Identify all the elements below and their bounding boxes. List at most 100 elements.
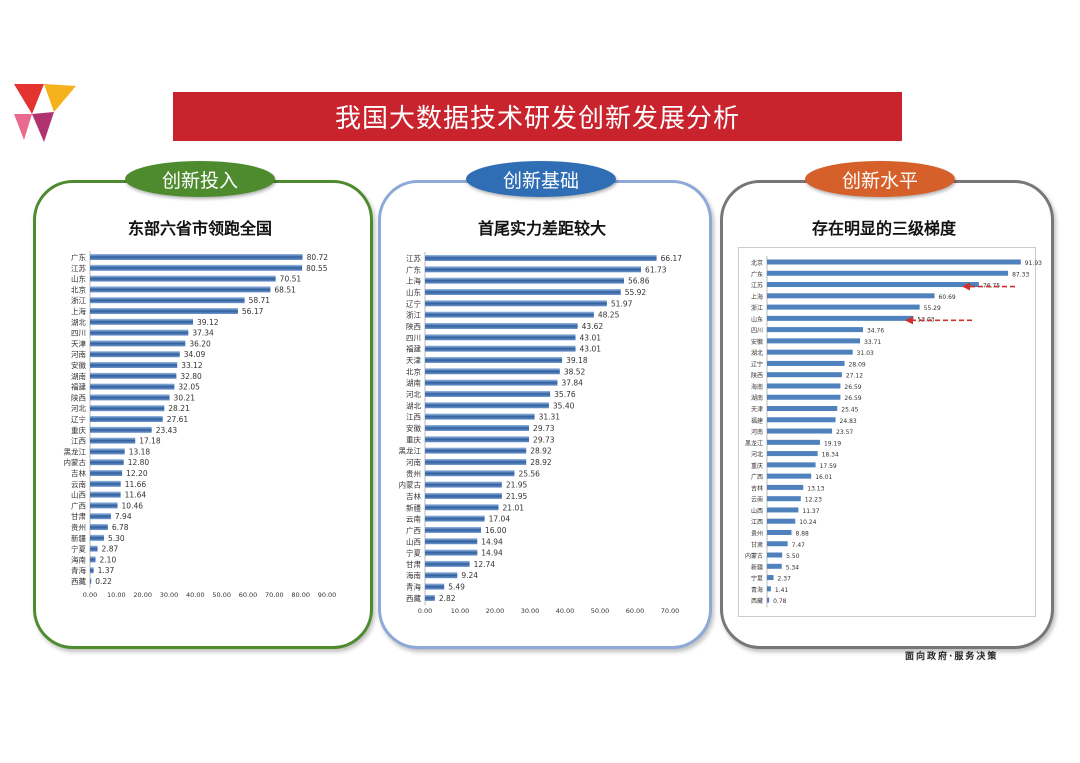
value-label: 25.45	[841, 407, 858, 414]
category-label: 安徽	[71, 360, 86, 370]
value-label: 28.09	[849, 361, 866, 368]
bar	[767, 259, 1021, 265]
bar	[767, 552, 783, 558]
x-tick-label: 70.00	[265, 591, 284, 599]
bar	[425, 379, 558, 386]
bar	[90, 524, 108, 530]
bar	[90, 437, 136, 444]
bar	[425, 266, 642, 273]
bar	[90, 372, 177, 379]
category-label: 云南	[751, 496, 763, 504]
bar	[90, 362, 178, 368]
category-label: 甘肃	[71, 511, 86, 521]
bar	[90, 394, 170, 401]
value-label: 43.62	[582, 322, 604, 331]
bar	[767, 372, 842, 378]
value-label: 37.34	[192, 329, 214, 338]
category-label: 河北	[406, 390, 421, 399]
value-label: 11.66	[125, 480, 147, 489]
value-label: 23.57	[836, 429, 853, 436]
value-label: 14.94	[481, 537, 503, 546]
category-label: 吉林	[71, 468, 86, 478]
category-label: 山西	[751, 507, 763, 515]
category-label: 湖北	[71, 318, 86, 327]
category-label: 内蒙古	[745, 552, 763, 560]
category-label: 黑龙江	[64, 446, 87, 456]
value-label: 48.25	[598, 311, 620, 320]
category-label: 山东	[751, 315, 763, 323]
value-label: 35.40	[553, 401, 575, 410]
x-tick-label: 90.00	[318, 591, 337, 599]
category-label: 江苏	[751, 282, 763, 290]
footer-slogan: 面向政府·服务决策	[905, 652, 999, 662]
value-label: 17.59	[820, 463, 837, 470]
pill-innovation-base: 创新基础	[466, 161, 616, 197]
x-tick-label: 10.00	[107, 591, 126, 599]
bar	[90, 297, 245, 304]
bar	[90, 275, 276, 282]
category-label: 江西	[71, 437, 86, 446]
bar	[425, 322, 578, 329]
x-tick-label: 0.00	[418, 607, 432, 615]
value-label: 18.34	[822, 452, 839, 459]
value-label: 2.87	[102, 545, 119, 554]
value-label: 26.59	[844, 395, 861, 402]
page-title: 我国大数据技术研发创新发展分析	[173, 92, 902, 141]
bar	[425, 526, 481, 533]
value-label: 80.72	[307, 253, 329, 262]
bar	[425, 538, 478, 545]
value-label: 39.18	[566, 356, 588, 365]
value-label: 2.10	[100, 555, 117, 564]
value-label: 76.75	[983, 283, 1000, 290]
category-label: 重庆	[71, 425, 86, 435]
value-label: 7.47	[792, 542, 806, 549]
category-label: 河南	[71, 349, 86, 359]
bar	[90, 340, 186, 347]
category-label: 浙江	[406, 310, 421, 320]
value-label: 39.12	[197, 318, 219, 327]
category-label: 四川	[71, 329, 86, 338]
category-label: 辽宁	[751, 360, 763, 368]
category-label: 浙江	[71, 295, 86, 305]
category-label: 四川	[751, 328, 763, 335]
value-label: 5.50	[786, 553, 800, 560]
value-label: 12.20	[126, 469, 148, 478]
category-label: 广西	[406, 525, 421, 535]
logo-icon	[14, 84, 76, 142]
category-label: 山西	[71, 490, 86, 500]
value-label: 38.52	[564, 367, 586, 376]
pill-innovation-input: 创新投入	[125, 161, 275, 197]
x-tick-label: 10.00	[451, 607, 470, 615]
category-label: 上海	[71, 306, 86, 316]
value-label: 31.31	[539, 413, 561, 422]
value-label: 26.59	[844, 384, 861, 391]
bar	[767, 360, 845, 366]
value-label: 56.17	[242, 307, 264, 316]
bar	[425, 334, 576, 341]
value-label: 34.09	[184, 350, 206, 359]
bar	[425, 504, 499, 511]
category-label: 广东	[751, 270, 763, 278]
category-label: 甘肃	[406, 559, 421, 569]
bar	[425, 345, 576, 352]
category-label: 甘肃	[751, 541, 763, 549]
bar	[767, 575, 774, 581]
category-label: 海南	[71, 554, 86, 564]
category-label: 陕西	[406, 321, 421, 331]
value-label: 16.00	[485, 526, 507, 535]
bar	[767, 484, 804, 490]
value-label: 21.95	[506, 481, 528, 490]
category-label: 山东	[406, 287, 421, 297]
value-label: 60.69	[939, 294, 956, 301]
value-label: 33.71	[864, 339, 881, 346]
x-tick-label: 20.00	[486, 607, 505, 615]
category-label: 四川	[406, 333, 421, 342]
bar	[90, 480, 121, 487]
value-label: 14.94	[481, 549, 503, 558]
value-label: 21.95	[506, 492, 528, 501]
bar	[90, 383, 175, 390]
bar	[90, 416, 163, 422]
bar	[767, 518, 796, 524]
x-tick-label: 50.00	[591, 607, 610, 615]
